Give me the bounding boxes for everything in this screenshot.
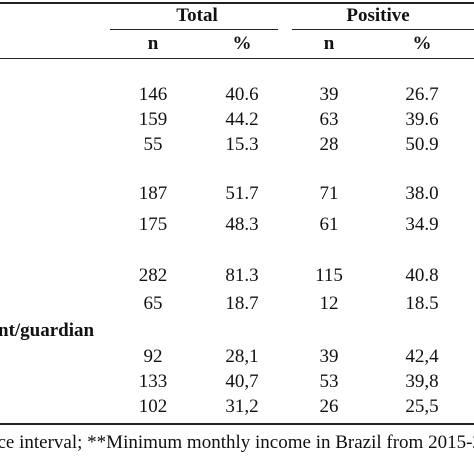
cell-pct-positive: 42,4 xyxy=(405,346,439,367)
table-top-rule xyxy=(0,2,474,4)
cell-n-total: 159 xyxy=(138,109,168,130)
cell-n-positive: 61 xyxy=(319,214,339,235)
cell-n-total: 133 xyxy=(138,371,168,392)
cell-pct-total: 51.7 xyxy=(225,183,259,204)
cell-n-total: 175 xyxy=(138,214,168,235)
cell-pct-positive: 34.9 xyxy=(405,214,439,235)
cell-pct-total: 40,7 xyxy=(225,371,259,392)
cell-pct-positive: 26.7 xyxy=(405,84,439,105)
cell-pct-positive: 38.0 xyxy=(405,183,439,204)
cell-pct-positive: 50.9 xyxy=(405,134,439,155)
cell-n-positive: 26 xyxy=(319,396,339,417)
cell-n-total: 65 xyxy=(143,293,163,314)
cell-n-positive: 39 xyxy=(319,346,339,367)
header-bottom-rule xyxy=(0,58,474,59)
cell-pct-positive: 40.8 xyxy=(405,265,439,286)
header-total: Total xyxy=(176,5,218,26)
total-underline xyxy=(110,29,278,30)
cell-n-positive: 12 xyxy=(319,293,339,314)
header-pct-total: % xyxy=(232,33,252,54)
cell-pct-total: 81.3 xyxy=(225,265,259,286)
cell-n-total: 282 xyxy=(138,265,168,286)
cell-n-positive: 53 xyxy=(319,371,339,392)
header-n-total: n xyxy=(147,33,159,54)
header-n-positive: n xyxy=(323,33,335,54)
cell-n-total: 146 xyxy=(138,84,168,105)
cell-pct-total: 28,1 xyxy=(225,346,259,367)
cell-pct-total: 44.2 xyxy=(225,109,259,130)
cell-n-positive: 28 xyxy=(319,134,339,155)
cell-pct-total: 40.6 xyxy=(225,84,259,105)
header-pct-positive: % xyxy=(412,33,432,54)
cell-pct-positive: 39,8 xyxy=(405,371,439,392)
cell-n-total: 187 xyxy=(138,183,168,204)
cell-n-positive: 39 xyxy=(319,84,339,105)
cell-n-positive: 71 xyxy=(319,183,339,204)
header-positive: Positive xyxy=(346,5,410,26)
cell-n-positive: 115 xyxy=(315,265,343,286)
cell-pct-total: 18.7 xyxy=(225,293,259,314)
table-footnote: nce interval; **Minimum monthly income i… xyxy=(0,432,474,453)
cell-pct-positive: 39.6 xyxy=(405,109,439,130)
cell-n-total: 92 xyxy=(143,346,163,367)
table-bottom-rule xyxy=(0,423,474,425)
cell-n-positive: 63 xyxy=(319,109,339,130)
positive-underline xyxy=(292,29,474,30)
cell-pct-positive: 18.5 xyxy=(405,293,439,314)
cell-pct-total: 15.3 xyxy=(225,134,259,155)
cell-pct-total: 31,2 xyxy=(225,396,259,417)
section-label: nt/guardian xyxy=(0,320,95,341)
cell-n-total: 102 xyxy=(138,396,168,417)
cell-pct-total: 48.3 xyxy=(225,214,259,235)
cell-n-total: 55 xyxy=(143,134,163,155)
cell-pct-positive: 25,5 xyxy=(405,396,439,417)
